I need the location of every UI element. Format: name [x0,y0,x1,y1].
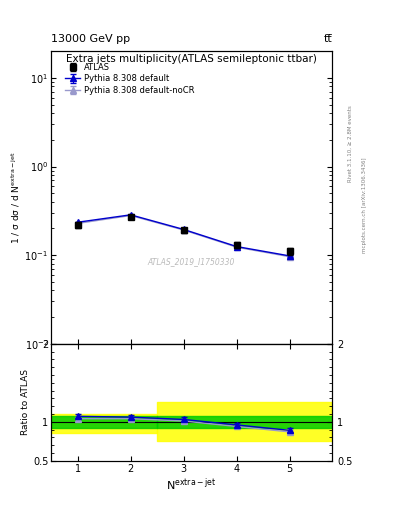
Text: Extra jets multiplicity(ATLAS semileptonic ttbar): Extra jets multiplicity(ATLAS semilepton… [66,54,317,64]
Legend: ATLAS, Pythia 8.308 default, Pythia 8.308 default-noCR: ATLAS, Pythia 8.308 default, Pythia 8.30… [64,61,196,97]
Text: Rivet 3.1.10, ≥ 2.8M events: Rivet 3.1.10, ≥ 2.8M events [348,105,353,182]
Y-axis label: 1 / σ dσ / d N$^{\mathrm{extra-jet}}$: 1 / σ dσ / d N$^{\mathrm{extra-jet}}$ [9,151,22,244]
Text: 13000 GeV pp: 13000 GeV pp [51,33,130,44]
Y-axis label: Ratio to ATLAS: Ratio to ATLAS [21,369,30,435]
Text: ATLAS_2019_I1750330: ATLAS_2019_I1750330 [148,258,235,266]
Text: tt̅: tt̅ [323,33,332,44]
Text: mcplots.cern.ch [arXiv:1306.3436]: mcplots.cern.ch [arXiv:1306.3436] [362,157,367,252]
X-axis label: N$^{\mathrm{extra-jet}}$: N$^{\mathrm{extra-jet}}$ [167,476,217,493]
